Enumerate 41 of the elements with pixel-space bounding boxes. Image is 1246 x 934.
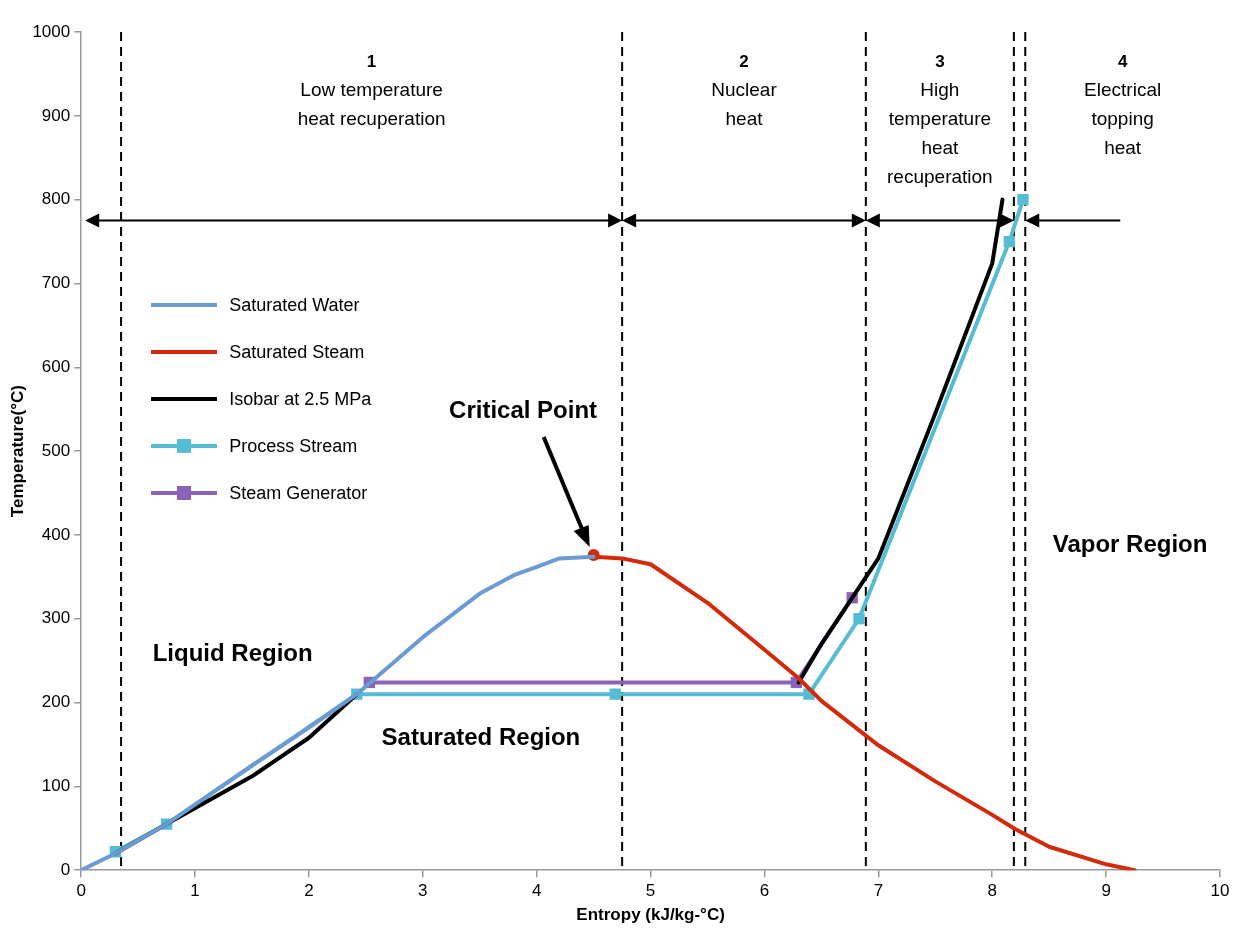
point	[609, 688, 621, 700]
y-tick-label: 400	[41, 524, 71, 544]
point	[853, 613, 865, 625]
x-tick-label: 2	[304, 881, 314, 901]
point	[1017, 193, 1029, 206]
legend-label: Isobar at 2.5 MPa	[229, 388, 372, 410]
annotation: Saturated Region	[381, 723, 581, 751]
legend-label: Steam Generator	[229, 482, 368, 504]
y-tick-label: 300	[41, 608, 71, 628]
x-tick-label: 0	[76, 881, 86, 901]
annotation: 2 Nuclear heat	[711, 51, 778, 130]
y-tick-label: 0	[60, 859, 71, 879]
annotation: Liquid Region	[152, 639, 313, 667]
legend-label: Saturated Water	[229, 294, 360, 316]
y-tick-label: 200	[41, 692, 71, 712]
x-tick-label: 7	[873, 881, 884, 901]
y-tick-label: 700	[41, 273, 71, 293]
x-tick-label: 4	[532, 881, 542, 901]
y-tick-label: 800	[41, 189, 71, 209]
annotation: 4 Electrical topping heat	[1084, 51, 1162, 159]
annotation: 3 High temperature heat recuperation	[887, 51, 993, 188]
legend-label: Process Stream	[229, 435, 358, 457]
x-tick-label: 6	[759, 881, 770, 901]
y-tick-label: 900	[41, 105, 71, 125]
x-tick-label: 8	[987, 881, 997, 901]
x-tick-label: 5	[645, 881, 656, 901]
y-tick-label: 100	[41, 776, 71, 796]
x-tick-label: 3	[418, 881, 428, 901]
y-axis-title: Temperature(°C)	[7, 385, 27, 518]
y-tick-label: 500	[41, 440, 71, 460]
point	[1003, 235, 1015, 248]
x-tick-label: 10	[1210, 881, 1230, 901]
x-tick-label: 1	[190, 881, 200, 901]
annotation: Vapor Region	[1052, 529, 1208, 557]
annotation: Critical Point	[449, 396, 598, 424]
annotation: 1 Low temperature heat recuperation	[297, 51, 446, 130]
y-tick-label: 600	[41, 356, 71, 376]
y-tick-label: 1000	[32, 21, 71, 41]
x-axis-title: Entropy (kJ/kg-°C)	[576, 905, 725, 925]
x-tick-label: 9	[1101, 881, 1111, 901]
legend-label: Saturated Steam	[229, 341, 365, 363]
